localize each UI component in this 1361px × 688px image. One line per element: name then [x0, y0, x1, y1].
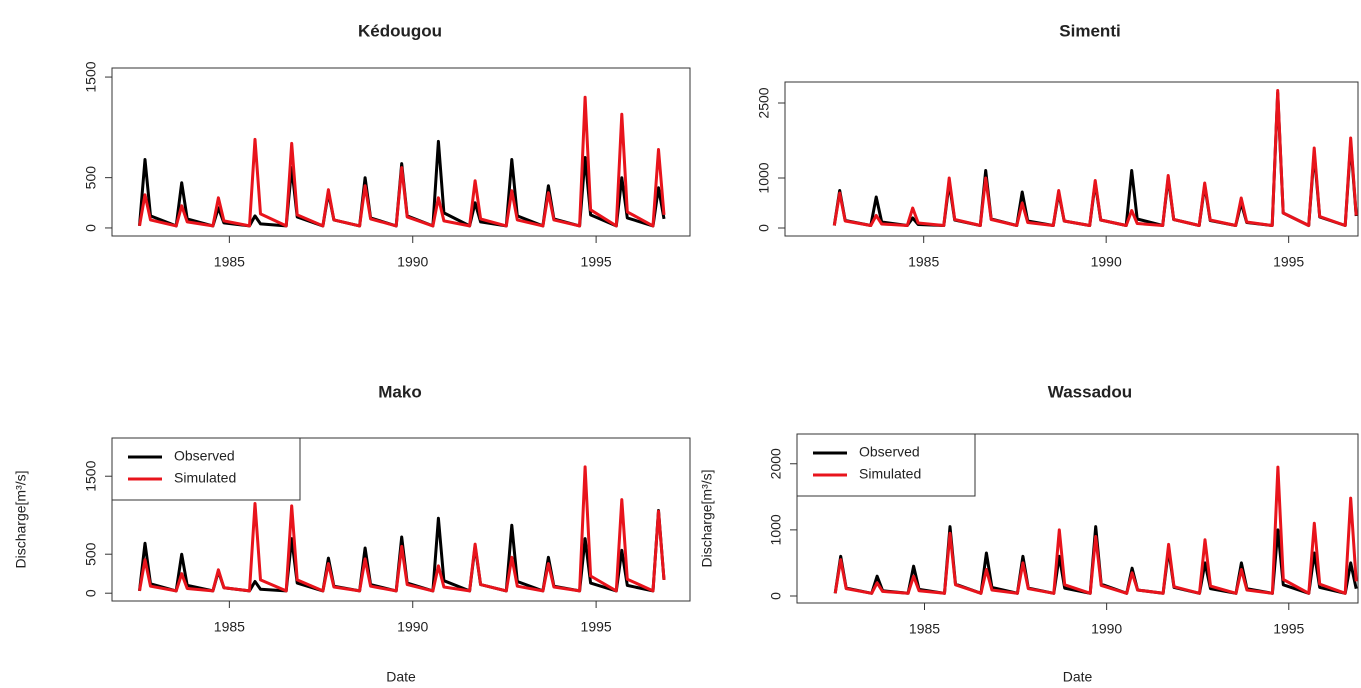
y-tick-label: 0 [768, 592, 784, 600]
x-tick-label: 1990 [397, 619, 428, 635]
panel-title: Wassadou [1048, 382, 1132, 401]
legend-box [111, 437, 301, 501]
series-line [832, 89, 1358, 227]
y-tick-label: 2000 [768, 448, 784, 479]
panel-title: Kédougou [358, 21, 442, 40]
series-line [138, 95, 666, 228]
y-axis-label: Discharge[m³/s] [699, 469, 715, 567]
series-line [833, 525, 1358, 595]
y-tick-label: 0 [756, 224, 772, 232]
x-tick-label: 1990 [397, 254, 428, 270]
plot-box [784, 81, 1359, 237]
y-tick-label: 1000 [768, 514, 784, 545]
legend-label: Observed [174, 448, 235, 464]
legend-label: Simulated [859, 466, 921, 482]
legend-label: Simulated [174, 470, 236, 486]
y-tick-label: 1000 [756, 162, 772, 193]
x-tick-label: 1995 [1273, 621, 1304, 637]
plot-box [111, 67, 691, 237]
x-tick-label: 1990 [1091, 621, 1122, 637]
x-tick-label: 1985 [214, 254, 245, 270]
x-tick-label: 1985 [908, 254, 939, 270]
y-tick-label: 2500 [756, 87, 772, 118]
x-tick-label: 1990 [1091, 254, 1122, 270]
y-tick-label: 0 [83, 589, 99, 597]
series-line [833, 465, 1358, 595]
x-axis-label: Date [1063, 669, 1093, 685]
y-tick-label: 500 [83, 542, 99, 566]
plot-box [796, 433, 1359, 604]
x-tick-label: 1995 [581, 254, 612, 270]
y-tick-label: 1500 [83, 61, 99, 92]
plot-box [111, 437, 691, 602]
x-axis-label: Date [386, 669, 416, 685]
y-axis-label: Discharge[m³/s] [13, 470, 29, 568]
panel-title: Mako [378, 382, 421, 401]
y-tick-label: 0 [83, 224, 99, 232]
y-tick-label: 500 [83, 166, 99, 190]
panel-title: Simenti [1059, 21, 1120, 40]
series-line [138, 139, 666, 228]
series-line [138, 465, 666, 593]
x-tick-label: 1985 [909, 621, 940, 637]
x-tick-label: 1995 [1273, 254, 1304, 270]
y-tick-label: 1500 [83, 460, 99, 491]
legend-label: Observed [859, 444, 920, 460]
legend-box [796, 433, 976, 497]
x-tick-label: 1995 [581, 619, 612, 635]
x-tick-label: 1985 [214, 619, 245, 635]
